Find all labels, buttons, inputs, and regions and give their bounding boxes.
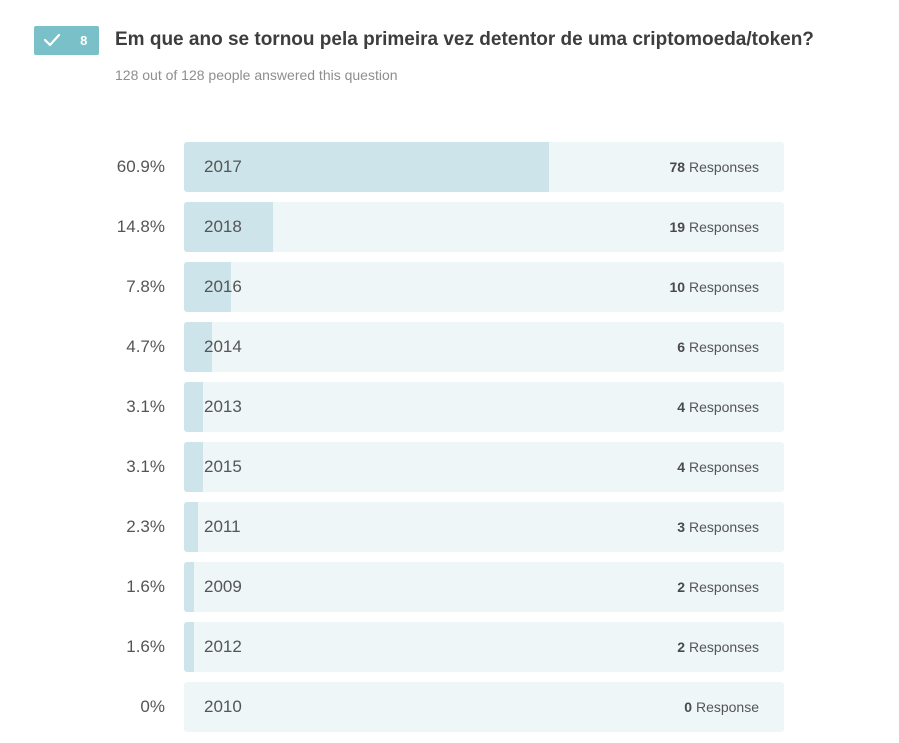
response-count-number: 6 <box>677 339 686 355</box>
response-count-unit: Response <box>695 699 759 715</box>
bar-track: 2015 4 Responses <box>184 442 784 492</box>
response-count-unit: Responses <box>688 339 759 355</box>
response-count-unit: Responses <box>688 219 759 235</box>
response-count: 4 Responses <box>677 382 759 432</box>
percent-label: 4.7% <box>126 337 165 356</box>
response-count-unit: Responses <box>688 579 759 595</box>
response-count: 0 Response <box>684 682 759 732</box>
bar-row: 60.9% 2017 78 Responses <box>0 142 899 192</box>
bar-fill <box>184 502 198 552</box>
bar-row: 0% 2010 0 Response <box>0 682 899 732</box>
response-count-unit: Responses <box>688 159 759 175</box>
category-label: 2012 <box>204 637 242 656</box>
bar-chart: 60.9% 2017 78 Responses 14.8% 2018 19 Respons… <box>0 142 899 742</box>
percent-label: 7.8% <box>126 277 165 296</box>
response-count-number: 2 <box>677 639 686 655</box>
response-count-number: 4 <box>677 399 686 415</box>
bar-fill <box>184 382 203 432</box>
bar-fill <box>184 322 213 372</box>
bar-fill <box>184 142 550 192</box>
response-count: 78 Responses <box>669 142 759 192</box>
check-icon <box>43 33 61 47</box>
bar-row: 7.8% 2016 10 Responses <box>0 262 899 312</box>
percent-label: 3.1% <box>126 457 165 476</box>
category-label: 2010 <box>204 697 242 716</box>
response-count: 4 Responses <box>677 442 759 492</box>
bar-row: 1.6% 2009 2 Responses <box>0 562 899 612</box>
response-count-number: 78 <box>669 159 686 175</box>
percent-label: 2.3% <box>126 517 165 536</box>
percent-label: 14.8% <box>116 217 165 236</box>
response-count: 2 Responses <box>677 622 759 672</box>
response-count-unit: Responses <box>688 459 759 475</box>
question-title: Em que ano se tornou pela primeira vez d… <box>115 29 814 50</box>
answered-count: 128 out of 128 people answered this ques… <box>115 67 398 83</box>
percent-label: 1.6% <box>126 577 165 596</box>
question-number: 8 <box>80 33 88 48</box>
response-count-number: 10 <box>669 279 686 295</box>
response-count-number: 2 <box>677 579 686 595</box>
question-number-badge: 8 <box>34 26 99 55</box>
bar-track: 2009 2 Responses <box>184 562 784 612</box>
response-count-number: 3 <box>677 519 686 535</box>
response-count: 2 Responses <box>677 562 759 612</box>
bar-row: 4.7% 2014 6 Responses <box>0 322 899 372</box>
bar-fill <box>184 622 194 672</box>
response-count: 3 Responses <box>677 502 759 552</box>
bar-track: 2017 78 Responses <box>184 142 784 192</box>
bar-fill <box>184 562 194 612</box>
response-count-number: 19 <box>669 219 686 235</box>
category-label: 2011 <box>204 517 241 536</box>
response-count: 6 Responses <box>677 322 759 372</box>
bar-row: 3.1% 2015 4 Responses <box>0 442 899 492</box>
bar-row: 3.1% 2013 4 Responses <box>0 382 899 432</box>
bar-track: 2014 6 Responses <box>184 322 784 372</box>
category-label: 2016 <box>204 277 242 296</box>
category-label: 2009 <box>204 577 242 596</box>
response-count-unit: Responses <box>688 279 759 295</box>
bar-track: 2010 0 Response <box>184 682 784 732</box>
bar-track: 2018 19 Responses <box>184 202 784 252</box>
bar-track: 2012 2 Responses <box>184 622 784 672</box>
bar-track: 2013 4 Responses <box>184 382 784 432</box>
percent-label: 1.6% <box>126 637 165 656</box>
bar-fill <box>184 442 203 492</box>
category-label: 2015 <box>204 457 242 476</box>
response-count: 19 Responses <box>669 202 759 252</box>
percent-label: 0% <box>140 697 165 716</box>
bar-row: 1.6% 2012 2 Responses <box>0 622 899 672</box>
category-label: 2017 <box>204 157 242 176</box>
bar-fill <box>184 202 273 252</box>
response-count-number: 0 <box>684 699 693 715</box>
category-label: 2014 <box>204 337 242 356</box>
percent-label: 3.1% <box>126 397 165 416</box>
response-count-unit: Responses <box>688 519 759 535</box>
percent-label: 60.9% <box>116 157 165 176</box>
bar-fill <box>184 262 231 312</box>
bar-track: 2011 3 Responses <box>184 502 784 552</box>
bar-row: 14.8% 2018 19 Responses <box>0 202 899 252</box>
category-label: 2013 <box>204 397 242 416</box>
category-label: 2018 <box>204 217 242 236</box>
response-count-unit: Responses <box>688 639 759 655</box>
bar-row: 2.3% 2011 3 Responses <box>0 502 899 552</box>
response-count: 10 Responses <box>669 262 759 312</box>
response-count-number: 4 <box>677 459 686 475</box>
bar-track: 2016 10 Responses <box>184 262 784 312</box>
response-count-unit: Responses <box>688 399 759 415</box>
